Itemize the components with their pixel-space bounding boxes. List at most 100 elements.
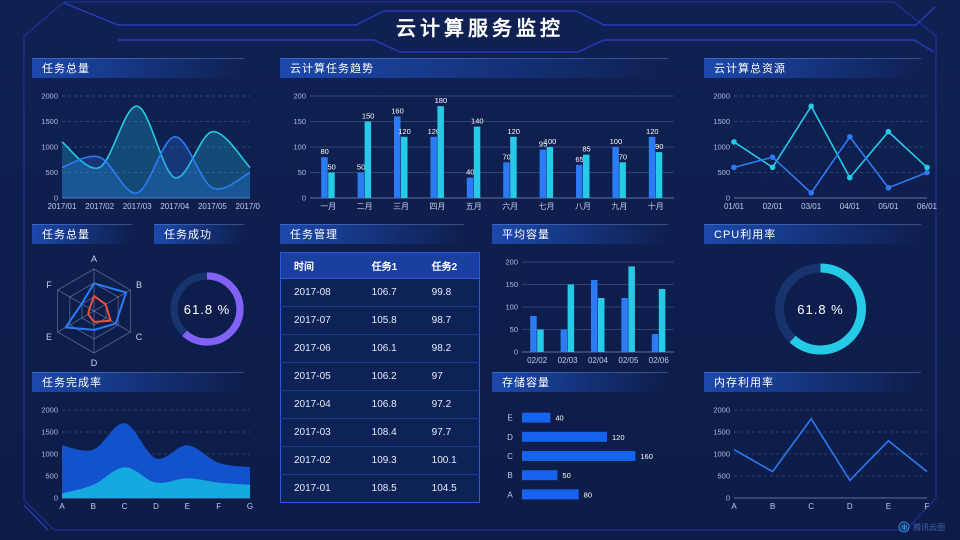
svg-text:01/01: 01/01 xyxy=(724,202,745,211)
svg-text:120: 120 xyxy=(398,127,411,136)
table-row: 2017-03 108.4 97.7 xyxy=(280,418,480,447)
table-cell: 105.8 xyxy=(358,306,419,335)
svg-text:D: D xyxy=(507,433,513,442)
svg-text:2000: 2000 xyxy=(41,92,58,101)
svg-text:120: 120 xyxy=(428,127,441,136)
table-cell: 99.8 xyxy=(418,278,480,307)
svg-text:65: 65 xyxy=(575,155,583,164)
svg-text:2000: 2000 xyxy=(713,92,730,101)
brand-logo-text: 腾讯云图 xyxy=(913,522,945,532)
panel-average-capacity: 平均容量 0 50 100 150 200 02/02 02/03 02/04 02/05 02/… xyxy=(492,224,684,370)
svg-text:1500: 1500 xyxy=(41,428,58,437)
svg-text:04/01: 04/01 xyxy=(840,202,861,211)
svg-text:100: 100 xyxy=(610,137,623,146)
svg-text:500: 500 xyxy=(45,168,58,177)
table-cell: 108.4 xyxy=(358,418,419,447)
chart-svg: 0 500 1000 1500 2000 A B C D E F xyxy=(713,406,930,512)
panel-title: 任务总量 xyxy=(42,229,90,241)
svg-text:0: 0 xyxy=(54,494,58,503)
svg-text:120: 120 xyxy=(612,433,625,442)
table-header-cell: 任务1 xyxy=(358,252,419,279)
table-row: 2017-05 106.2 97 xyxy=(280,362,480,391)
panel-title: 任务管理 xyxy=(290,229,338,241)
svg-text:2017/05: 2017/05 xyxy=(198,202,227,211)
brand-logo: 腾讯云图 xyxy=(898,521,945,533)
table-row: 2017-02 109.3 100.1 xyxy=(280,446,480,475)
chart-storage-capacity-hbars: E 40 D 120 C 160 B 50 A 80 xyxy=(492,396,684,516)
svg-text:500: 500 xyxy=(45,472,58,481)
table-cell: 2017-04 xyxy=(280,390,359,419)
task-table: 时间 任务1 任务2 2017-08 106.7 99.8 2017-07 105.8 98.7… xyxy=(280,252,480,503)
svg-text:120: 120 xyxy=(646,127,659,136)
panel-title: CPU利用率 xyxy=(714,229,777,241)
svg-text:B: B xyxy=(91,502,96,511)
svg-text:0: 0 xyxy=(54,194,58,203)
svg-text:C: C xyxy=(808,502,814,511)
table-cell: 2017-01 xyxy=(280,474,359,503)
svg-text:C: C xyxy=(122,502,128,511)
svg-text:02/06: 02/06 xyxy=(649,356,670,365)
table-cell: 106.1 xyxy=(358,334,419,363)
svg-text:80: 80 xyxy=(584,490,592,499)
svg-text:八月: 八月 xyxy=(575,202,591,211)
table-cell: 2017-05 xyxy=(280,362,359,391)
svg-text:D: D xyxy=(847,502,853,511)
table-header-cell: 时间 xyxy=(280,252,359,279)
chart-task-completion-area: 0 500 1000 1500 2000 A B C D E F G xyxy=(32,396,260,516)
svg-text:100: 100 xyxy=(293,143,306,152)
panel-storage-capacity: 存储容量 E 40 D 120 C 160 B 50 A 80 xyxy=(492,372,684,516)
svg-text:1000: 1000 xyxy=(41,143,58,152)
svg-text:2017/01: 2017/01 xyxy=(48,202,77,211)
svg-text:03/01: 03/01 xyxy=(801,202,822,211)
svg-text:五月: 五月 xyxy=(466,202,482,211)
svg-text:0: 0 xyxy=(726,494,730,503)
table-row: 2017-04 106.8 97.2 xyxy=(280,390,480,419)
chart-svg: 0 500 1000 1500 2000 2017/01 2017/02 2017/03 201… xyxy=(41,92,260,212)
table-cell: 106.2 xyxy=(358,362,419,391)
panel-cloud-total-resources: 云计算总资源 0 500 1000 1500 2000 01/01 02/01 03/01 04… xyxy=(704,58,937,216)
panel-task-total: 任务总量 0 500 1000 1500 2000 2017/01 2017/02 2017/… xyxy=(32,58,260,216)
svg-text:D: D xyxy=(153,502,159,511)
table-cell: 2017-08 xyxy=(280,278,359,307)
svg-text:F: F xyxy=(925,502,930,511)
panel-header: 存储容量 xyxy=(492,372,668,392)
svg-text:E: E xyxy=(185,502,190,511)
chart-cloud-total-resources-lines: 0 500 1000 1500 2000 01/01 02/01 03/01 04/01 05/0… xyxy=(704,82,937,216)
table-row: 2017-01 108.5 104.5 xyxy=(280,474,480,503)
task-management-table: 时间 任务1 任务2 2017-08 106.7 99.8 2017-07 105.8 98.7… xyxy=(280,252,480,514)
svg-text:1500: 1500 xyxy=(713,428,730,437)
chart-task-radar: A B C D E F xyxy=(32,248,148,370)
panel-title: 任务总量 xyxy=(42,63,90,75)
svg-text:六月: 六月 xyxy=(502,201,518,211)
svg-text:E: E xyxy=(46,332,52,342)
chart-svg: 0 50 100 150 200 02/02 02/03 02/04 02/05 02/06 xyxy=(505,258,674,365)
svg-text:2017/03: 2017/03 xyxy=(123,202,152,211)
svg-text:02/03: 02/03 xyxy=(558,356,579,365)
svg-text:180: 180 xyxy=(435,96,448,105)
table-cell: 98.2 xyxy=(418,334,480,363)
chart-cloud-task-trend-bars: 0 50 100 150 200 一月 二月 三月 四月 五月 六月 七月 八月 九月 十月 80 50 160 1… xyxy=(280,82,684,216)
svg-text:0: 0 xyxy=(514,348,518,357)
svg-text:2017/04: 2017/04 xyxy=(160,202,189,211)
panel-title: 内存利用率 xyxy=(714,377,774,389)
chart-svg: E 40 D 120 C 160 B 50 A 80 xyxy=(507,412,653,500)
svg-text:95: 95 xyxy=(539,140,547,149)
svg-text:70: 70 xyxy=(503,152,511,161)
svg-text:2017/02: 2017/02 xyxy=(85,202,114,211)
svg-text:B: B xyxy=(507,471,512,480)
panel-header: 平均容量 xyxy=(492,224,668,244)
table-cell: 106.8 xyxy=(358,390,419,419)
table-cell: 109.3 xyxy=(358,446,419,475)
panel-header: 任务总量 xyxy=(32,58,244,78)
panel-header: 任务管理 xyxy=(280,224,464,244)
chart-memory-usage-line: 0 500 1000 1500 2000 A B C D E F xyxy=(704,396,937,516)
svg-text:61.8 %: 61.8 % xyxy=(184,302,230,317)
svg-text:2017/06: 2017/06 xyxy=(236,202,260,211)
chart-svg: A B C D E F xyxy=(46,254,143,368)
svg-text:150: 150 xyxy=(293,117,306,126)
svg-text:D: D xyxy=(91,358,98,368)
panel-header: 任务完成率 xyxy=(32,372,244,392)
svg-text:四月: 四月 xyxy=(429,202,445,211)
panel-memory-usage: 内存利用率 0 500 1000 1500 2000 A B C D E F xyxy=(704,372,937,516)
